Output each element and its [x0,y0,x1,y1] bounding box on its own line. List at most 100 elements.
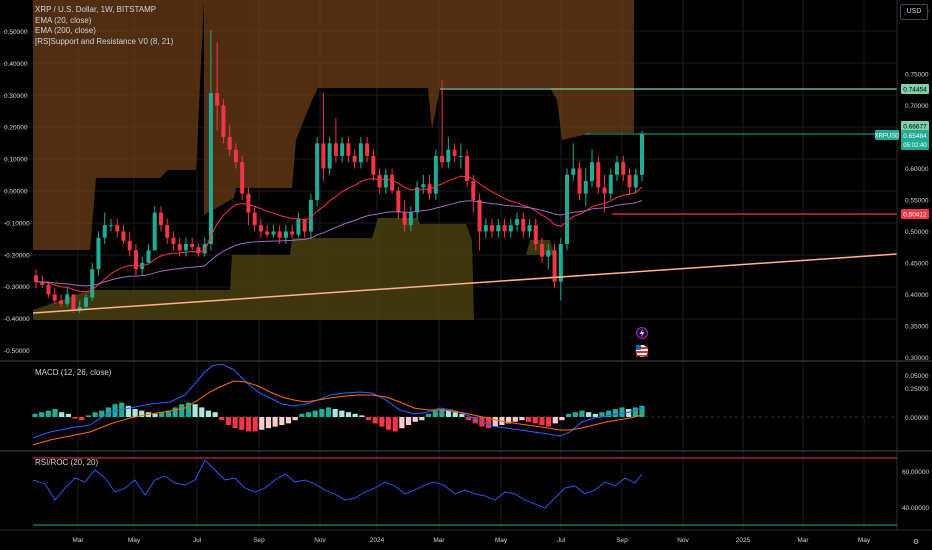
symbol-price-label: XRPUSD 0.65484 05:02:40 [874,130,929,150]
candle-body [396,190,401,213]
time-axis-label: Nov [677,537,689,544]
macd-bar [372,417,378,424]
macd-bar [352,413,358,417]
macd-bar [452,412,458,417]
symbol-title[interactable]: XRP / U.S. Dollar, 1W, BITSTAMP [35,5,157,14]
candle-body [402,212,407,226]
macd-bar [365,417,372,421]
svg-text:0.74454: 0.74454 [903,87,927,94]
candle-body [83,297,88,307]
macd-bar [345,412,352,417]
candle-body [433,155,438,194]
macd-bar [512,417,518,422]
macd-bar [592,413,598,417]
macd-bar [39,412,45,417]
macd-line [32,363,643,439]
svg-text:XRPUSD: XRPUSD [874,134,900,140]
candle-body [508,225,513,232]
resistance-price-label: 0.74454 [901,84,929,94]
macd-bar [79,417,85,421]
macd-bar [272,417,278,427]
macd-bar [392,417,398,432]
macd-bar [105,407,111,417]
time-axis-label: May [495,537,508,544]
candle-body [177,244,182,251]
macd-bar [432,410,438,417]
left-price-axis[interactable]: 0.50000 0.40000 0.30000 0.20000 0.10000 0.000… [4,29,30,355]
candle-body [490,225,495,232]
candle-body [496,225,501,232]
macd-bar [52,409,58,417]
candle-body [71,294,76,311]
candle-body [465,155,470,182]
macd-bar [532,417,538,424]
candle-body [246,193,251,213]
candle-body [502,225,507,232]
macd-title[interactable]: MACD (12, 26, close) [35,368,112,377]
indicator-ema20[interactable]: EMA (20, close) [35,15,92,25]
macd-axis-tick: 0.05000 [905,373,929,380]
rsi-axis-tick: 40.00000 [902,505,929,512]
time-axis-label: Mar [72,537,84,544]
macd-bar [539,417,545,425]
us-flag-event-icon[interactable] [636,345,648,357]
candle-body [158,212,163,226]
candle-body [208,93,213,245]
macd-bar [339,410,345,417]
left-axis-tick: 0.40000 [4,61,28,68]
indicator-support-resistance[interactable]: [RS]Support and Resistance V0 (8, 21) [35,36,174,46]
left-axis-tick: 0.30000 [4,93,28,100]
macd-bar [259,417,265,430]
macd-axis[interactable]: 0.05000 0.00000 [905,373,929,422]
candle-body [315,143,320,200]
macd-bar [139,410,145,417]
candle-body [58,300,63,304]
left-axis-tick: -0.30000 [4,284,30,291]
rsi-axis[interactable]: 60.00000 40.00000 [902,469,929,512]
candle-body [515,218,520,226]
candle-body [471,181,476,200]
time-axis-label: 2024 [370,537,385,544]
candle-body [327,143,332,169]
lightning-event-icon[interactable] [636,327,648,339]
macd-bar [285,417,292,424]
macd-bar [192,404,198,417]
time-axis[interactable]: Mar May Jul Sep Nov 2024 Mar May Jul Sep Nov 2025 Ma… [72,537,870,544]
candle-body [583,181,588,194]
trend-line[interactable] [32,253,898,314]
left-axis-tick: -0.20000 [4,252,30,259]
candle-body [102,225,107,238]
macd-bar [299,413,305,417]
time-axis-label: Jul [557,537,566,544]
candle-body [196,247,201,254]
candle-body [352,155,357,163]
svg-text:0.65484: 0.65484 [903,133,927,140]
candle-body [240,162,245,194]
candle-body [34,275,38,282]
left-axis-tick: 0.10000 [4,157,28,164]
macd-bar [619,407,625,417]
macd-bar [379,417,385,427]
currency-button[interactable]: USD [900,4,928,20]
time-axis-label: Mar [797,537,809,544]
time-axis-label: Nov [314,537,326,544]
macd-bar [485,417,492,429]
macd-bar [165,410,172,417]
rsi-title[interactable]: RSI/ROC (20, 20) [35,458,99,467]
candle-body [608,174,613,194]
candle-body [321,143,326,169]
macd-bar [245,417,252,432]
resistance-zone [33,0,634,250]
tradingview-logo-icon[interactable]: ⚙ [912,539,920,546]
macd-bar [312,410,318,417]
macd-bar [279,417,285,425]
candle-body [533,225,538,245]
candle-body [440,155,445,163]
chart-legend[interactable]: XRP / U.S. Dollar, 1W, BITSTAMP EMA (20,… [35,5,173,47]
macd-histogram [32,402,645,432]
macd-bar [632,407,638,417]
indicator-ema200[interactable]: EMA (200, close) [35,26,96,35]
macd-bar [505,417,512,424]
candle-body [90,269,95,298]
